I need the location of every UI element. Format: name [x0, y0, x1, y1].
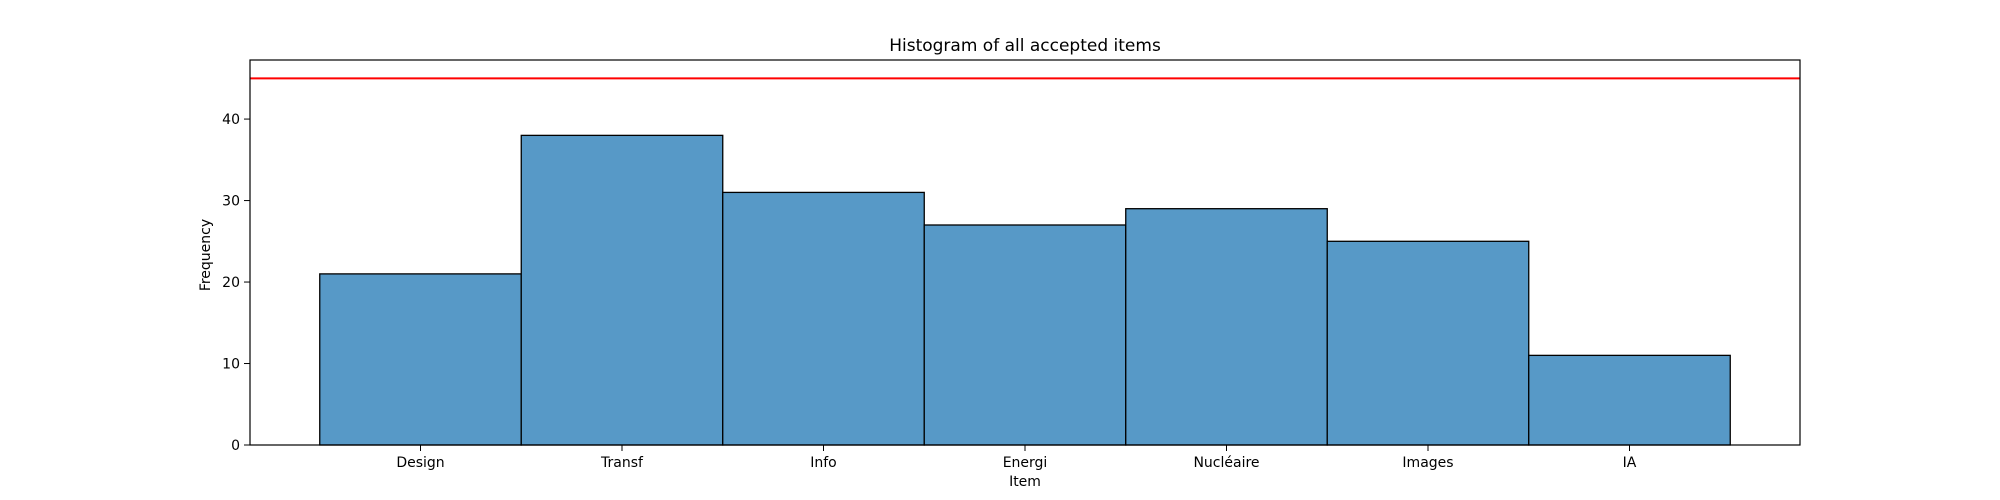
- y-tick-label-20: 20: [222, 275, 240, 291]
- bar-transf: [520, 134, 724, 446]
- bar-info: [722, 191, 925, 446]
- x-tick-label-transf: Transf: [600, 455, 644, 471]
- x-axis-label: Item: [1009, 474, 1041, 490]
- x-axis-ticks: Design Transf Info Energi Nucléaire Images IA: [396, 445, 1637, 471]
- bar-energi: [923, 224, 1127, 446]
- y-tick-label-10: 10: [222, 357, 240, 373]
- bars-layer: [319, 134, 1731, 446]
- y-tick-label-0: 0: [231, 438, 240, 454]
- y-tick-label-30: 30: [222, 194, 240, 210]
- bar-nucléaire: [1125, 208, 1328, 446]
- x-tick-label-images: Images: [1402, 455, 1453, 471]
- y-axis-label: Frequency: [198, 219, 214, 291]
- bar-design: [319, 273, 522, 446]
- x-tick-label-nucléaire: Nucléaire: [1193, 455, 1259, 471]
- chart-title: Histogram of all accepted items: [889, 36, 1161, 56]
- y-axis-ticks: 0 10 20 30 40: [222, 112, 250, 454]
- y-tick-label-40: 40: [222, 112, 240, 128]
- x-tick-label-ia: IA: [1623, 455, 1637, 471]
- bar-ia: [1528, 354, 1731, 446]
- x-tick-label-info: Info: [810, 455, 837, 471]
- x-tick-label-energi: Energi: [1003, 455, 1048, 471]
- x-tick-label-design: Design: [396, 455, 444, 471]
- bar-images: [1326, 240, 1530, 446]
